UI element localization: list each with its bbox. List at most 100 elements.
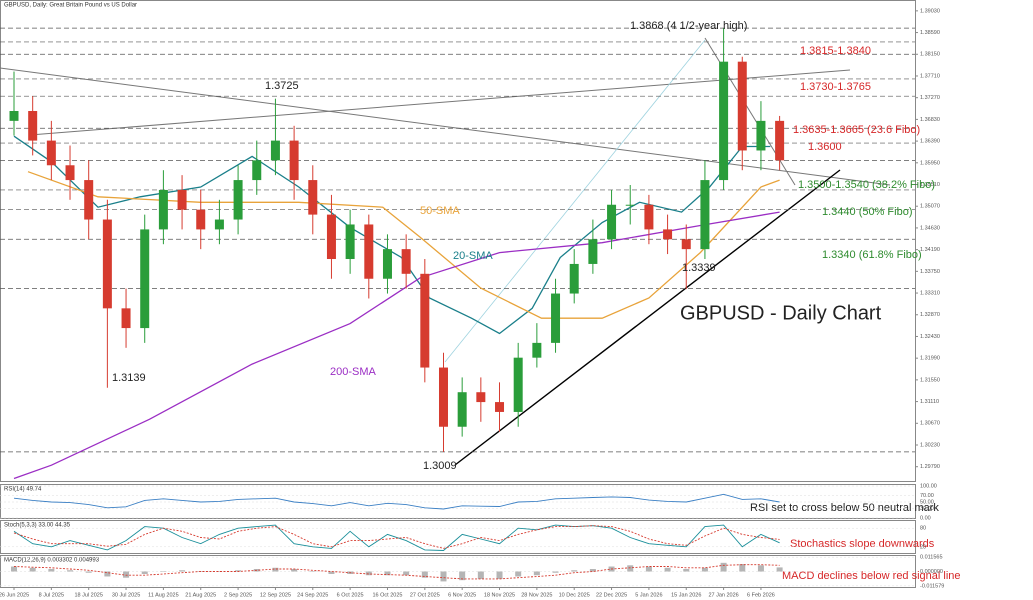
y-tick-label: 1.35510: [920, 182, 940, 188]
candle-body: [65, 165, 75, 181]
y-tick-label: 1.35070: [920, 204, 940, 210]
main-panel: [0, 0, 916, 482]
annotation: 1.3009: [423, 460, 457, 472]
candle-body: [364, 224, 374, 279]
macd-bar: [160, 571, 167, 572]
candle-body: [289, 140, 299, 181]
candle-body: [345, 224, 355, 260]
rsi-line: [13, 493, 780, 510]
macd-bar: [440, 571, 447, 582]
y-tick-label: 70.00: [920, 493, 934, 499]
macd-bar: [477, 571, 484, 579]
x-tick-label: 2 Sep 2025: [224, 592, 252, 598]
macd-bar: [216, 571, 223, 572]
candle-body: [102, 219, 112, 309]
macd-bar: [757, 565, 764, 572]
macd-bar: [104, 571, 111, 577]
candle-body: [719, 61, 729, 181]
fibo-line: [444, 39, 706, 363]
candle-body: [588, 239, 598, 264]
x-tick-label: 11 Aug 2025: [148, 592, 178, 598]
y-tick-label: 1.29790: [920, 464, 940, 470]
candle-body: [382, 249, 392, 279]
annotation: 1.3600: [808, 141, 842, 153]
stoch-line: [13, 524, 780, 551]
candle-body: [457, 392, 467, 427]
candle-body: [28, 111, 38, 141]
candle-body: [625, 204, 635, 206]
candle-body: [84, 180, 94, 220]
candle-body: [326, 214, 336, 260]
macd-bar: [701, 567, 708, 572]
candle-body: [775, 120, 785, 161]
candle-body: [495, 402, 505, 412]
macd-bar: [272, 567, 279, 572]
annotation: 1.3340 (61.8% Fibo): [822, 249, 922, 261]
candle-body: [177, 189, 187, 210]
macd-bar: [123, 571, 130, 578]
annotation: GBPUSD - Daily Chart: [680, 302, 882, 324]
y-tick-label: 1.36830: [920, 117, 940, 123]
annotation: 1.3339: [682, 262, 716, 274]
candle-body: [569, 263, 579, 294]
macd-bar: [85, 571, 92, 573]
candle-body: [270, 140, 280, 161]
macd-bar: [384, 571, 391, 576]
candle-body: [737, 61, 747, 151]
x-tick-label: 12 Sep 2025: [260, 592, 291, 598]
annotation: 50-SMA: [420, 205, 460, 217]
candle-body: [140, 229, 150, 329]
x-tick-label: 27 Jan 2026: [708, 592, 738, 598]
x-tick-label: 18 Jul 2025: [74, 592, 102, 598]
candle-body: [158, 189, 168, 230]
macd-note: MACD declines below red signal line: [782, 570, 961, 582]
annotation: 1.3725: [265, 80, 299, 92]
sma-line: [13, 135, 771, 335]
macd-bar: [291, 569, 298, 572]
y-tick-label: 50.00: [920, 499, 934, 505]
macd-bar: [403, 571, 410, 576]
x-tick-label: 6 Oct 2025: [337, 592, 364, 598]
y-tick-label: 20: [920, 544, 926, 550]
x-tick-label: 26 Jun 2025: [0, 592, 29, 598]
annotation: 1.3440 (50% Fibo): [822, 206, 913, 218]
y-tick-label: 1.37270: [920, 95, 940, 101]
candle-body: [513, 357, 523, 412]
y-tick-label: 1.35950: [920, 160, 940, 166]
annotation: 1.3815-1.3840: [800, 45, 871, 57]
y-tick-label: 1.37710: [920, 73, 940, 79]
stoch-note: Stochastics slope downwards: [790, 538, 935, 550]
trend-line: [0, 67, 891, 186]
macd-title: MACD(12,26,9) 0.003302 0.004993: [4, 558, 100, 564]
y-tick-label: 1.39030: [920, 8, 940, 14]
x-tick-label: 6 Nov 2025: [448, 592, 476, 598]
x-tick-label: 10 Dec 2025: [559, 592, 590, 598]
y-tick-label: 100.00: [920, 483, 937, 489]
macd-bar: [11, 566, 18, 572]
y-tick-label: 0.00: [920, 515, 931, 521]
macd-bar: [776, 567, 783, 572]
macd-bar: [645, 566, 652, 572]
annotation: 20-SMA: [453, 250, 493, 262]
y-tick-label: 1.33310: [920, 291, 940, 297]
y-tick-label: 1.34190: [920, 247, 940, 253]
y-tick-label: 1.32870: [920, 312, 940, 318]
y-tick-label: 1.38150: [920, 52, 940, 58]
y-tick-label: 80: [920, 526, 926, 532]
candle-body: [756, 120, 766, 151]
macd-bar: [421, 571, 428, 578]
candle-body: [196, 209, 206, 230]
candle-body: [46, 140, 56, 166]
y-tick-label: 0.011565: [920, 555, 943, 561]
annotation: 1.3500-1.3540 (38.2% Fibo): [798, 179, 935, 191]
y-tick-label: 1.36390: [920, 139, 940, 145]
y-tick-label: 1.30230: [920, 442, 940, 448]
macd-bar: [141, 571, 148, 574]
y-tick-label: 1.30670: [920, 421, 940, 427]
chart-title: GBPUSD, Daily: Great Britain Pound vs US…: [4, 3, 137, 9]
macd-bar: [235, 570, 242, 572]
y-tick-label: 0.000000: [920, 569, 943, 575]
candle-body: [532, 342, 542, 358]
y-tick-label: 1.31990: [920, 356, 940, 362]
